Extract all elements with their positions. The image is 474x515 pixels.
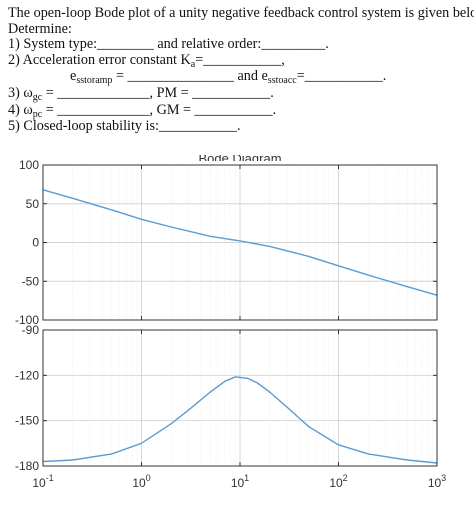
question-determine: Determine: [8, 20, 72, 37]
question-item-2b: esstoramp = _______________ and esstoacc… [70, 68, 387, 87]
magnitude-plot: 100 50 0 -50 -100 [15, 158, 438, 327]
phase-xtick-label: 10-1 [32, 473, 53, 490]
mag-axes-frame [42, 164, 438, 321]
question-item-3: 3) ωgc = _____________, PM = ___________… [8, 84, 274, 103]
mag-ytick-label: -50 [22, 274, 40, 288]
question-intro: The open-loop Bode plot of a unity negat… [8, 5, 474, 21]
question-item-4: 4) ωpc = _____________, GM = ___________… [8, 101, 277, 120]
phase-xtick-label: 103 [428, 473, 446, 490]
question-item-1: 1) System type:________ and relative ord… [8, 36, 329, 53]
phase-xtick-label: 101 [231, 473, 249, 490]
mag-ytick-label: 0 [32, 236, 39, 250]
phase-series-line [42, 376, 438, 464]
mag-ytick-label: 100 [19, 158, 39, 172]
question-item-2: 2) Acceleration error constant Ka=______… [8, 51, 285, 70]
phase-xtick-label: 102 [329, 473, 347, 490]
phase-ytick-label: -150 [15, 414, 39, 428]
question-text: The open-loop Bode plot of a unity negat… [8, 5, 474, 135]
mag-series-line [42, 189, 438, 296]
phase-ytick-label: -90 [22, 323, 40, 337]
mag-ytick-label: 50 [26, 197, 40, 211]
question-item-5: 5) Closed-loop stability is:___________. [8, 118, 241, 135]
phase-ytick-label: -180 [15, 459, 39, 473]
phase-axes-frame [42, 329, 438, 467]
figure-title: Bode Diagram [198, 151, 281, 166]
mag-ytick-label: -100 [15, 313, 39, 327]
phase-ytick-label: -120 [15, 368, 39, 382]
phase-xtick-label: 100 [132, 473, 150, 490]
